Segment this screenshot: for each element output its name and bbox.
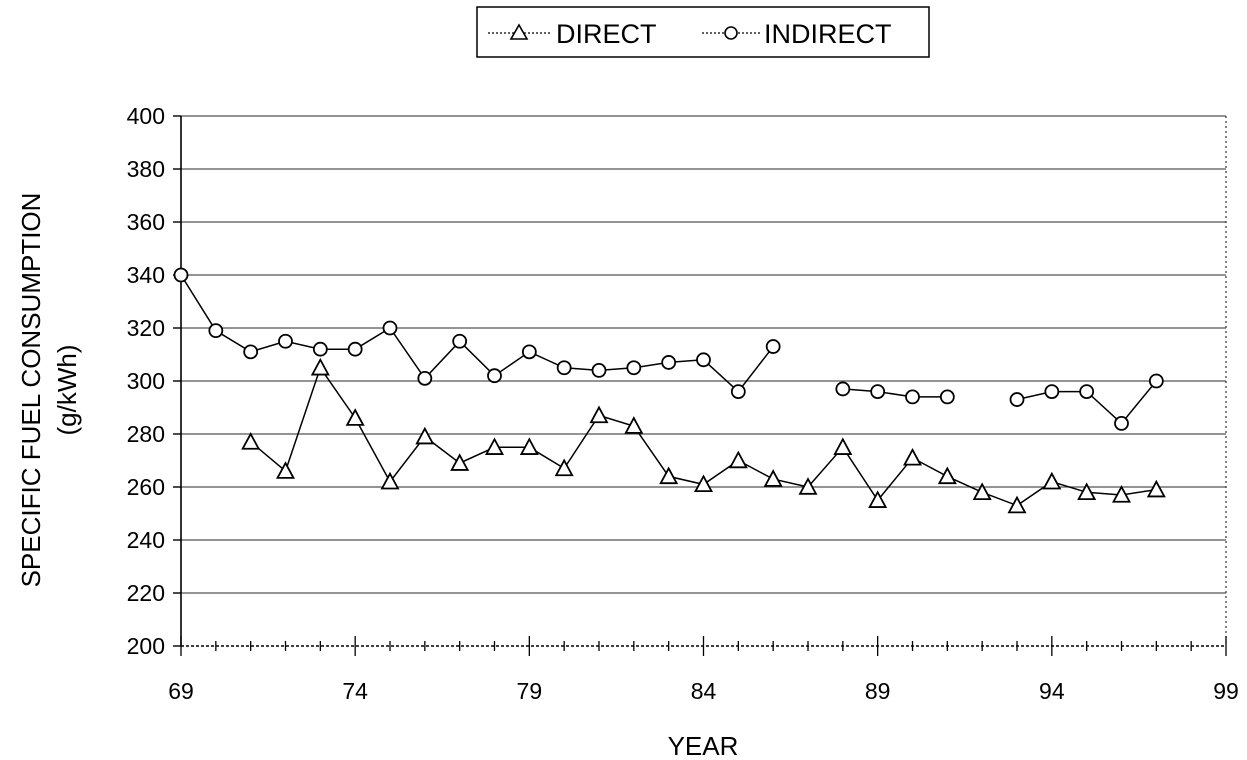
indirect-point-93 bbox=[1009, 392, 1025, 407]
y-axis-ticks: 200 220 240 260 280 300 320 340 360 380 400 bbox=[127, 103, 181, 659]
x-tick-label-69: 69 bbox=[168, 678, 194, 704]
indirect-point-76 bbox=[417, 370, 433, 386]
direct-point-77 bbox=[450, 453, 470, 471]
direct-point-93 bbox=[1007, 495, 1027, 514]
y-tick-label-220: 220 bbox=[127, 580, 165, 606]
direct-point-95 bbox=[1077, 482, 1097, 501]
direct-point-76 bbox=[415, 426, 435, 445]
y-tick-label-240: 240 bbox=[127, 527, 165, 553]
indirect-point-91 bbox=[939, 389, 955, 405]
indirect-point-73 bbox=[312, 341, 328, 357]
y-tick-label-280: 280 bbox=[127, 421, 165, 447]
direct-point-79 bbox=[519, 437, 539, 455]
direct-point-88 bbox=[833, 437, 853, 455]
x-tick-label-99: 99 bbox=[1213, 678, 1239, 704]
legend-indirect-label: INDIRECT bbox=[764, 19, 892, 49]
direct-point-90 bbox=[902, 447, 923, 466]
x-tick-label-89: 89 bbox=[865, 678, 891, 704]
x-tick-label-74: 74 bbox=[342, 678, 368, 704]
indirect-point-85 bbox=[730, 384, 746, 400]
indirect-point-89 bbox=[870, 384, 886, 400]
indirect-point-77 bbox=[452, 333, 468, 349]
x-tick-label-94: 94 bbox=[1039, 678, 1065, 704]
legend-direct-label: DIRECT bbox=[556, 19, 657, 49]
direct-point-91 bbox=[937, 466, 957, 485]
direct-point-86 bbox=[763, 469, 783, 487]
indirect-point-83 bbox=[661, 355, 677, 370]
y-tick-label-320: 320 bbox=[127, 315, 165, 341]
direct-point-78 bbox=[484, 437, 505, 455]
direct-point-89 bbox=[868, 490, 888, 508]
direct-point-74 bbox=[345, 408, 365, 426]
y-tick-label-260: 260 bbox=[127, 474, 165, 500]
y-axis-title-line-1: SPECIFIC FUEL CONSUMPTION bbox=[16, 193, 46, 588]
gridlines bbox=[181, 115, 1226, 594]
indirect-point-71 bbox=[243, 344, 259, 360]
indirect-point-94 bbox=[1044, 384, 1060, 400]
direct-point-80 bbox=[554, 458, 574, 477]
direct-point-96 bbox=[1111, 485, 1132, 503]
direct-point-94 bbox=[1042, 471, 1062, 490]
indirect-point-88 bbox=[835, 381, 851, 397]
indirect-line-1 bbox=[842, 388, 948, 398]
indirect-point-70 bbox=[208, 323, 224, 339]
indirect-point-86 bbox=[765, 339, 781, 354]
direct-point-84 bbox=[693, 474, 714, 493]
y-tick-label-400: 400 bbox=[127, 103, 165, 129]
indirect-point-72 bbox=[278, 333, 293, 349]
indirect-point-84 bbox=[696, 352, 711, 368]
series-layer bbox=[173, 267, 1166, 514]
indirect-point-75 bbox=[382, 320, 398, 336]
x-tick-label-79: 79 bbox=[517, 678, 543, 704]
direct-point-73 bbox=[310, 357, 330, 376]
indirect-point-90 bbox=[905, 389, 920, 405]
direct-point-92 bbox=[972, 482, 992, 501]
indirect-point-74 bbox=[347, 341, 363, 357]
direct-point-81 bbox=[589, 405, 609, 424]
direct-point-87 bbox=[798, 477, 818, 495]
x-tick-label-84: 84 bbox=[691, 678, 717, 704]
y-axis-title-line-2: (g/kWh) bbox=[52, 345, 82, 436]
x-axis-ticks: 69 74 79 84 89 94 99 bbox=[168, 636, 1239, 704]
direct-point-75 bbox=[380, 471, 400, 490]
legend-indirect-marker bbox=[724, 26, 738, 40]
indirect-point-79 bbox=[521, 344, 537, 360]
y-tick-label-360: 360 bbox=[127, 209, 165, 235]
x-axis-title: YEAR bbox=[668, 731, 739, 760]
indirect-point-96 bbox=[1114, 415, 1129, 431]
legend: DIRECT INDIRECT bbox=[476, 6, 930, 58]
indirect-point-81 bbox=[591, 362, 607, 378]
indirect-point-95 bbox=[1079, 384, 1095, 400]
indirect-point-69 bbox=[173, 267, 189, 283]
direct-point-97 bbox=[1146, 479, 1166, 498]
indirect-point-97 bbox=[1148, 373, 1164, 389]
y-tick-label-380: 380 bbox=[127, 156, 165, 182]
direct-point-71 bbox=[241, 432, 261, 450]
direct-point-82 bbox=[624, 416, 644, 434]
indirect-point-78 bbox=[487, 368, 502, 384]
indirect-point-80 bbox=[556, 360, 572, 376]
direct-point-72 bbox=[275, 461, 296, 479]
direct-point-83 bbox=[659, 466, 679, 485]
legend-box bbox=[476, 6, 930, 58]
y-tick-label-340: 340 bbox=[127, 262, 165, 288]
direct-point-85 bbox=[728, 450, 748, 469]
legend-direct-marker bbox=[509, 23, 529, 40]
indirect-line-0 bbox=[180, 274, 774, 393]
y-tick-label-200: 200 bbox=[127, 633, 165, 659]
indirect-point-82 bbox=[626, 360, 642, 376]
y-tick-label-300: 300 bbox=[127, 368, 165, 394]
